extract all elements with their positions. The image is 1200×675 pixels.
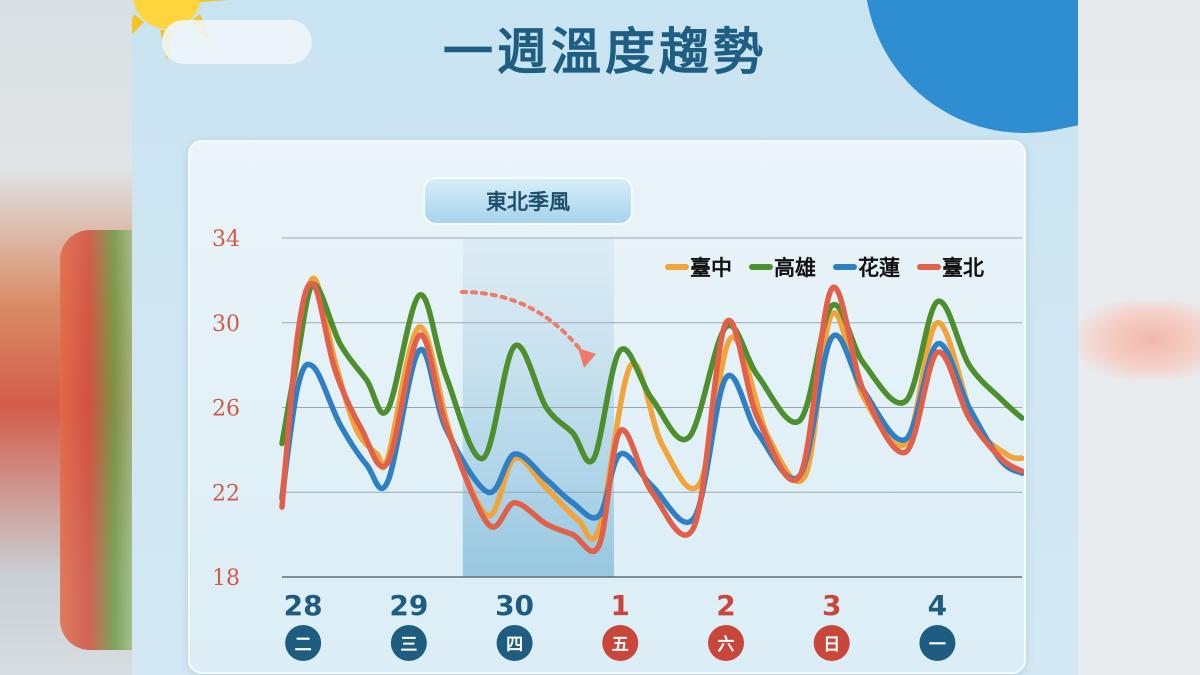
monsoon-banner: 東北季風 bbox=[423, 177, 633, 225]
y-tick-label: 30 bbox=[212, 312, 240, 337]
legend-label: 高雄 bbox=[774, 256, 816, 280]
monsoon-banner-label: 東北季風 bbox=[486, 190, 570, 214]
series-line-4 bbox=[279, 280, 1024, 555]
cooling-trend-arrow bbox=[460, 290, 596, 368]
legend: 臺中 高雄 花蓮 臺北 bbox=[665, 256, 984, 280]
y-tick-label: 26 bbox=[212, 397, 240, 422]
y-tick-label: 22 bbox=[212, 481, 240, 506]
background-blur-right bbox=[1078, 0, 1200, 675]
cloud-decoration bbox=[162, 20, 312, 64]
weekday-label: 三 bbox=[400, 635, 417, 655]
weekday-badge bbox=[602, 625, 639, 661]
weekday-badge bbox=[919, 625, 956, 661]
y-tick-label: 18 bbox=[212, 566, 240, 591]
weather-poster: 一週溫度趨勢 34 30 26 22 18 28 二 29 三 30 四 1 五 2 六 3 日 4 一 東北季風 bbox=[132, 0, 1078, 675]
weekday-label: 四 bbox=[506, 635, 523, 655]
x-tick-label: 30 bbox=[495, 589, 534, 622]
series-line-1 bbox=[279, 275, 1024, 542]
x-tick-label: 29 bbox=[389, 589, 428, 622]
weekday-label: 五 bbox=[612, 635, 629, 655]
x-tick-label: 4 bbox=[928, 589, 947, 622]
weekday-badge bbox=[708, 625, 744, 661]
weekday-label: 日 bbox=[823, 635, 840, 655]
weekday-badge bbox=[813, 625, 850, 661]
temperature-chart: 34 30 26 22 18 28 二 29 三 30 四 1 五 2 六 3 日 4 一 東北季風 臺中 高雄 花蓮… bbox=[212, 177, 1024, 661]
weekday-badge bbox=[390, 625, 427, 661]
x-tick-label: 3 bbox=[822, 589, 841, 622]
y-tick-label: 34 bbox=[212, 227, 240, 252]
series-line-2 bbox=[279, 281, 1024, 465]
page-title: 一週溫度趨勢 bbox=[443, 23, 767, 81]
weekday-label: 二 bbox=[295, 635, 312, 655]
weekday-badge bbox=[285, 625, 322, 661]
legend-label: 花蓮 bbox=[858, 256, 900, 280]
weekday-badge bbox=[496, 625, 533, 661]
x-tick-label: 1 bbox=[611, 589, 630, 622]
legend-label: 臺中 bbox=[690, 256, 732, 280]
x-tick-label: 2 bbox=[716, 589, 735, 622]
blurred-decor-right bbox=[1078, 300, 1200, 380]
chart-panel: 34 30 26 22 18 28 二 29 三 30 四 1 五 2 六 3 日 4 一 東北季風 臺中 高雄 花蓮… bbox=[188, 140, 1026, 674]
legend-label: 臺北 bbox=[942, 256, 984, 280]
background-blur-left bbox=[0, 0, 132, 675]
x-tick-label: 28 bbox=[284, 589, 323, 622]
blurred-decor-left bbox=[60, 230, 132, 650]
weekday-label: 六 bbox=[718, 634, 735, 655]
series-line-3 bbox=[279, 332, 1024, 526]
weekday-label: 一 bbox=[929, 635, 946, 655]
